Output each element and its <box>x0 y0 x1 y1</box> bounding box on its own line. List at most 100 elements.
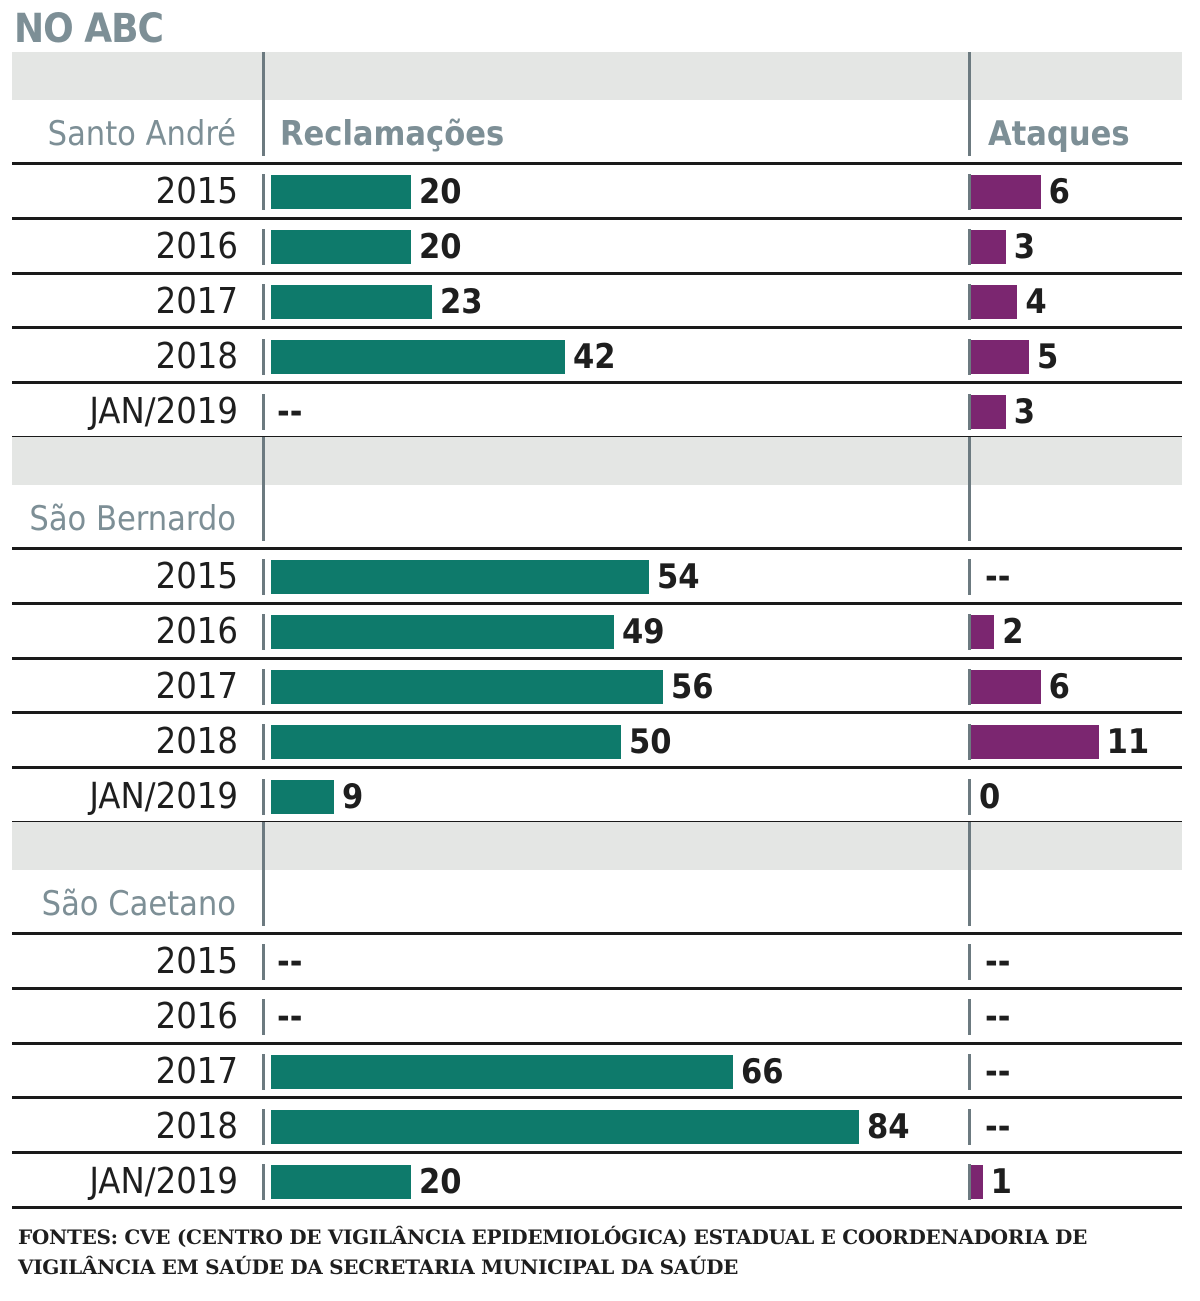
section-label: São Caetano <box>41 884 236 924</box>
row-divider <box>968 338 971 375</box>
row-divider <box>968 944 971 981</box>
row-divider <box>262 1163 265 1200</box>
row-year-label: 2018 <box>155 335 238 377</box>
bar-reclamacoes <box>271 339 565 374</box>
row-year-label: 2017 <box>155 666 238 707</box>
row-divider <box>262 1054 265 1090</box>
bar-ataques <box>971 724 1099 759</box>
value-reclamacoes-missing: -- <box>277 942 303 983</box>
value-ataques: 6 <box>1048 172 1070 213</box>
row-divider <box>968 229 971 266</box>
value-reclamacoes: 84 <box>867 1106 910 1147</box>
header-divider <box>262 822 265 926</box>
header-band-sao-bernardo <box>12 437 1182 485</box>
row-line <box>12 601 1182 605</box>
value-ataques: 6 <box>1048 667 1070 707</box>
bar-ataques <box>971 1164 983 1199</box>
section-label: Santo André <box>47 114 236 154</box>
row-divider <box>968 284 971 320</box>
row-divider <box>262 338 265 375</box>
column-header-reclamacoes: Reclamações <box>280 114 505 154</box>
row-year-label: JAN/2019 <box>89 775 238 817</box>
row-line <box>12 1096 1182 1100</box>
bar-reclamacoes <box>271 615 614 650</box>
row-year-label: 2015 <box>155 941 238 983</box>
row-line <box>12 1206 1182 1209</box>
bar-reclamacoes <box>271 1164 411 1199</box>
row-line <box>12 1041 1182 1045</box>
value-reclamacoes: 23 <box>440 282 483 322</box>
row-line <box>12 271 1182 275</box>
value-reclamacoes: 54 <box>657 557 700 598</box>
header-line-santo-andre <box>12 162 1182 165</box>
row-year-label: 2016 <box>155 226 238 268</box>
value-reclamacoes: 20 <box>419 1161 462 1202</box>
value-ataques: 5 <box>1037 336 1059 377</box>
row-divider <box>262 723 265 760</box>
bar-reclamacoes <box>271 670 663 704</box>
row-line <box>12 381 1182 385</box>
row-year-label: 2017 <box>155 1051 238 1092</box>
row-line <box>12 711 1182 715</box>
row-divider <box>262 669 265 705</box>
row-year-label: 2015 <box>155 171 238 213</box>
value-ataques-missing: -- <box>985 557 1011 598</box>
row-year-label: JAN/2019 <box>89 390 238 432</box>
bar-ataques <box>971 394 1006 429</box>
row-divider <box>262 614 265 651</box>
value-ataques: 3 <box>1013 227 1036 268</box>
row-year-label: 2015 <box>155 556 238 598</box>
value-reclamacoes: 20 <box>419 172 462 213</box>
row-divider <box>968 393 971 430</box>
value-reclamacoes: 49 <box>622 612 665 653</box>
header-divider <box>262 437 265 541</box>
row-divider <box>262 393 265 430</box>
row-line <box>12 766 1182 770</box>
header-divider <box>262 52 265 156</box>
row-divider <box>262 284 265 320</box>
value-reclamacoes-missing: -- <box>277 391 303 432</box>
header-divider <box>968 52 971 156</box>
value-reclamacoes: 42 <box>573 336 616 377</box>
value-ataques: 4 <box>1025 282 1047 322</box>
row-divider <box>262 778 265 815</box>
bar-ataques <box>971 230 1006 265</box>
row-divider <box>262 1108 265 1145</box>
row-divider <box>262 999 265 1036</box>
bar-ataques <box>971 339 1029 374</box>
row-divider <box>262 229 265 266</box>
row-line <box>12 1151 1182 1155</box>
value-reclamacoes: 20 <box>419 227 462 268</box>
column-header-ataques: Ataques <box>988 114 1130 154</box>
bar-ataques <box>971 175 1041 210</box>
header-band-santo-andre <box>12 52 1182 100</box>
value-ataques: 11 <box>1106 721 1150 762</box>
row-divider <box>968 1163 971 1200</box>
header-divider <box>968 822 971 926</box>
row-divider <box>968 778 971 815</box>
row-year-label: 2018 <box>155 1105 238 1147</box>
value-ataques: 2 <box>1002 612 1024 653</box>
value-reclamacoes-missing: -- <box>277 997 303 1038</box>
bar-ataques <box>971 285 1018 319</box>
row-divider <box>968 174 971 211</box>
row-line <box>12 656 1182 660</box>
value-reclamacoes: 50 <box>629 721 672 762</box>
header-line-sao-bernardo <box>12 547 1182 550</box>
row-line <box>12 216 1182 220</box>
chart-title: NO ABC <box>14 6 164 52</box>
bar-reclamacoes <box>271 724 621 759</box>
source-note: FONTES: CVE (CENTRO DE VIGILÂNCIA EPIDEM… <box>18 1225 1088 1279</box>
row-divider <box>262 559 265 596</box>
value-ataques-missing: -- <box>985 997 1011 1038</box>
value-ataques: 3 <box>1013 391 1036 432</box>
row-divider <box>968 669 971 705</box>
bar-reclamacoes <box>271 230 411 265</box>
value-ataques: 0 <box>979 776 1001 817</box>
bar-reclamacoes <box>271 560 649 595</box>
row-divider <box>968 723 971 760</box>
row-year-label: 2017 <box>155 281 238 322</box>
value-ataques-missing: -- <box>985 942 1011 983</box>
header-divider <box>968 437 971 541</box>
